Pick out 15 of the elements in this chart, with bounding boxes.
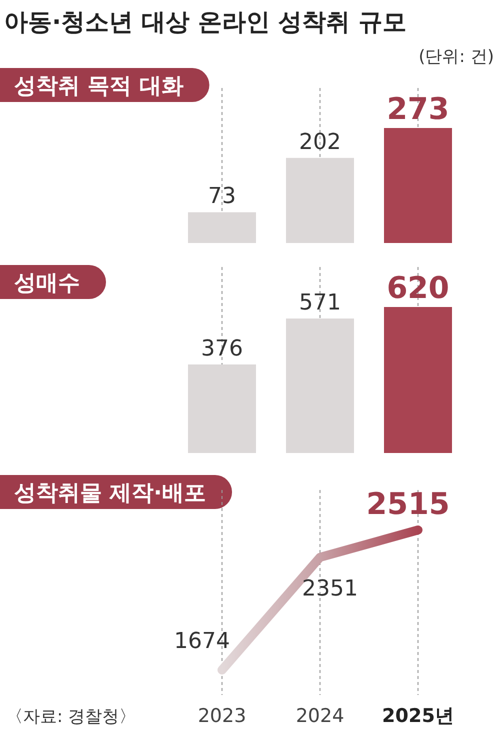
data-label: 202 <box>299 130 341 155</box>
data-label: 273 <box>386 92 450 127</box>
data-label: 376 <box>201 336 243 362</box>
text: (단위: 건) <box>418 47 494 67</box>
chart-title: 성매수 <box>14 271 80 296</box>
data-label: 620 <box>386 271 450 306</box>
data-label: 73 <box>208 184 236 210</box>
data-label: 2515 <box>366 487 450 522</box>
text: 아동·청소년 대상 온라인 성착취 규모 <box>4 8 407 36</box>
data-label: 1674 <box>174 629 230 654</box>
chart-title: 성착취 목적 대화 <box>14 74 184 99</box>
chart-title: 성착취물 제작·배포 <box>14 481 206 506</box>
text: 〈자료: 경찰청〉 <box>6 707 136 727</box>
data-label: 2351 <box>302 576 358 602</box>
data-label: 571 <box>299 290 341 316</box>
